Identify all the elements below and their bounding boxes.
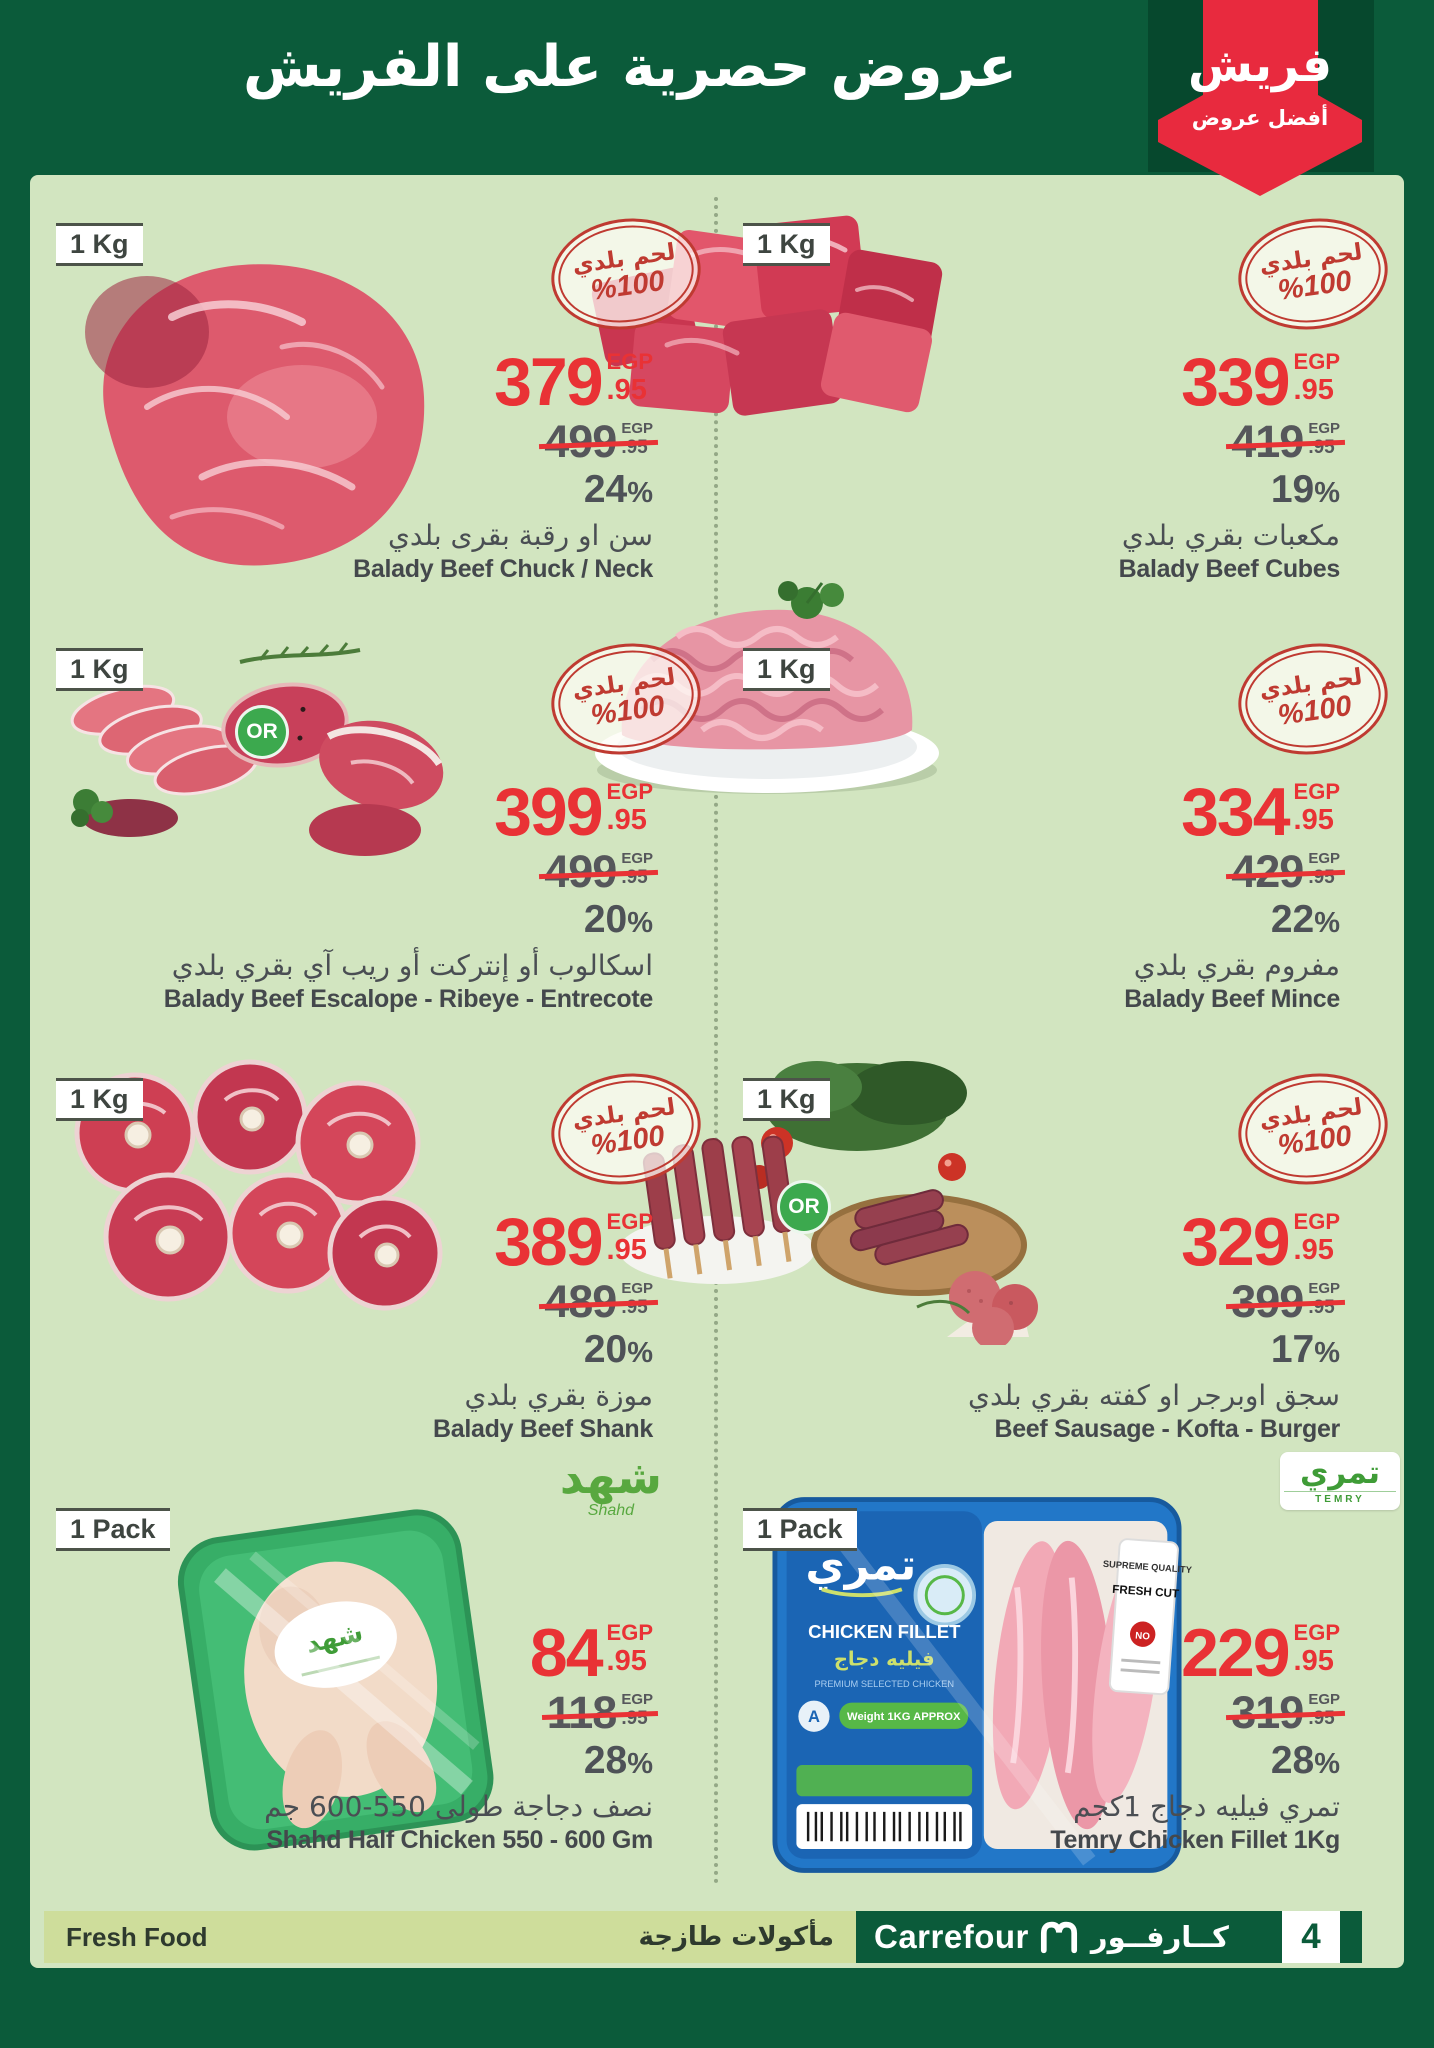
svg-text:FRESH CUT: FRESH CUT bbox=[1112, 1583, 1181, 1601]
or-badge: OR bbox=[777, 1180, 831, 1234]
unit-badge: 1 Kg bbox=[743, 648, 830, 691]
product-name-ar: مكعبات بقري بلدي bbox=[1121, 519, 1340, 552]
unit-badge: 1 Kg bbox=[743, 1078, 830, 1121]
product-card-beef-mince: 1 Kg لحم بلدي %100 334 EGP .95 bbox=[595, 581, 1404, 1030]
svg-text:فيليه دجاج: فيليه دجاج bbox=[834, 1647, 935, 1670]
product-name-en: Balady Beef Shank bbox=[433, 1415, 653, 1443]
product-card-beef-shank: 1 Kg لحم بلدي %100 bbox=[30, 1030, 717, 1460]
shahd-chicken-package-photo: شهد bbox=[177, 1509, 494, 1851]
discount-percent: 20% bbox=[583, 1328, 653, 1371]
unit-badge: 1 Kg bbox=[743, 223, 830, 266]
old-price: 489 EGP .95 bbox=[539, 1279, 659, 1324]
unit-badge: 1 Kg bbox=[56, 648, 143, 691]
product-name-ar: موزة بقري بلدي bbox=[464, 1379, 653, 1412]
footer-section-en: Fresh Food bbox=[66, 1921, 208, 1952]
svg-text:Weight 1KG APPROX: Weight 1KG APPROX bbox=[847, 1711, 961, 1723]
discount-percent: 19% bbox=[1270, 468, 1340, 511]
old-price: 118 EGP .95 bbox=[541, 1690, 659, 1735]
temry-brand-logo: تمري TEMRY bbox=[1280, 1452, 1400, 1510]
carrefour-wordmark-arabic: كــارفــور bbox=[1090, 1920, 1229, 1954]
footer-bar: Fresh Food مأكولات طازجة Carrefour كــار… bbox=[44, 1911, 1362, 1963]
current-price: 229 EGP .95 bbox=[1181, 1615, 1340, 1691]
unit-badge: 1 Pack bbox=[743, 1508, 857, 1551]
product-card-beef-chuck: 1 Kg لحم بلدي %100 379 EGP .95 bbox=[30, 175, 717, 600]
fresh-ribbon: فريش أفضل عروض bbox=[1150, 0, 1370, 205]
content-panel: 1 Kg لحم بلدي %100 379 EGP .95 bbox=[30, 175, 1404, 1968]
old-price: 499 EGP .95 bbox=[539, 849, 659, 894]
discount-percent: 20% bbox=[583, 898, 653, 941]
product-name-en: Balady Beef Cubes bbox=[1118, 555, 1341, 583]
balady-100-stamp-icon: لحم بلدي %100 bbox=[1231, 634, 1395, 764]
old-price: 499 EGP .95 bbox=[539, 419, 659, 464]
current-price: 399 EGP .95 bbox=[494, 774, 653, 850]
product-name-en: Beef Sausage - Kofta - Burger bbox=[994, 1415, 1340, 1443]
svg-text:A: A bbox=[808, 1707, 820, 1726]
page-number: 4 bbox=[1282, 1911, 1340, 1963]
unit-badge: 1 Kg bbox=[56, 223, 143, 266]
balady-100-stamp-icon: لحم بلدي %100 bbox=[1231, 1064, 1395, 1194]
unit-badge: 1 Pack bbox=[56, 1508, 170, 1551]
current-price: 329 EGP .95 bbox=[1181, 1204, 1340, 1280]
shahd-brand-logo: شهد Shahd bbox=[559, 1450, 662, 1519]
current-price: 379 EGP .95 bbox=[494, 344, 653, 420]
unit-badge: 1 Kg bbox=[56, 1078, 143, 1121]
product-name-ar: نصف دجاجة طولى 550-600 جم bbox=[264, 1790, 653, 1823]
column-divider bbox=[714, 197, 718, 1885]
svg-text:NO: NO bbox=[1135, 1631, 1151, 1643]
old-price: 429 EGP .95 bbox=[1226, 849, 1346, 894]
svg-text:CHICKEN FILLET: CHICKEN FILLET bbox=[808, 1621, 961, 1642]
product-card-temry-chicken-fillet: 1 Pack تمري TEMRY تمري CHICKEN FILLET في bbox=[717, 1452, 1404, 1905]
current-price: 339 EGP .95 bbox=[1181, 344, 1340, 420]
product-name-ar: اسكالوب أو إنتركت أو ريب آي بقري بلدي bbox=[171, 949, 653, 982]
product-name-ar: مفروم بقري بلدي bbox=[1133, 949, 1340, 982]
product-name-en: Temry Chicken Fillet 1Kg bbox=[1050, 1826, 1340, 1854]
current-price: 389 EGP .95 bbox=[494, 1204, 653, 1280]
discount-percent: 24% bbox=[583, 468, 653, 511]
discount-percent: 28% bbox=[1270, 1739, 1340, 1782]
product-name-ar: سجق اوبرجر او كفته بقري بلدي bbox=[968, 1379, 1340, 1412]
page-title: عروض حصرية على الفريش bbox=[243, 34, 1017, 100]
discount-percent: 22% bbox=[1270, 898, 1340, 941]
product-card-beef-cubes: 1 Kg لحم بلدي %100 339 EGP .95 bbox=[591, 175, 1404, 600]
old-price: 419 EGP .95 bbox=[1226, 419, 1346, 464]
product-name-en: Balady Beef Chuck / Neck bbox=[353, 555, 653, 583]
or-badge: OR bbox=[235, 705, 289, 759]
beef-shank-photo bbox=[74, 1059, 443, 1311]
product-name-ar: تمري فيليه دجاج 1كجم bbox=[1073, 1790, 1340, 1823]
old-price: 399 EGP .95 bbox=[1226, 1279, 1346, 1324]
balady-100-stamp-icon: لحم بلدي %100 bbox=[1231, 209, 1395, 339]
carrefour-wordmark: Carrefour bbox=[874, 1918, 1029, 1955]
footer-section-ar: مأكولات طازجة bbox=[638, 1922, 834, 1952]
footer-section-strip: Fresh Food مأكولات طازجة bbox=[44, 1911, 856, 1963]
ribbon-title: فريش bbox=[1187, 38, 1333, 93]
product-name-en: Shahd Half Chicken 550 - 600 Gm bbox=[266, 1826, 653, 1854]
product-name-ar: سن او رقبة بقرى بلدي bbox=[387, 519, 653, 552]
product-card-beef-escalope: 1 Kg لحم بلدي %100 bbox=[30, 600, 717, 1030]
product-card-shahd-half-chicken: 1 Pack شهد Shahd شهد bbox=[30, 1454, 717, 1905]
footer-brand-strip: Carrefour كــارفــور 4 bbox=[856, 1911, 1362, 1963]
current-price: 334 EGP .95 bbox=[1181, 774, 1340, 850]
current-price: 84 EGP .95 bbox=[529, 1615, 653, 1691]
discount-percent: 28% bbox=[583, 1739, 653, 1782]
old-price: 319 EGP .95 bbox=[1226, 1690, 1346, 1735]
majid-al-futtaim-m-icon bbox=[1037, 1918, 1081, 1956]
beef-chuck-photo bbox=[85, 264, 425, 566]
ribbon-subtitle: أفضل عروض bbox=[1191, 106, 1329, 130]
discount-percent: 17% bbox=[1270, 1328, 1340, 1371]
ribbon-arrow-icon bbox=[1158, 0, 1362, 196]
temry-fillet-package-photo: تمري CHICKEN FILLET فيليه دجاج PREMIUM S… bbox=[772, 1497, 1192, 1873]
product-name-en: Balady Beef Escalope - Ribeye - Entrecot… bbox=[163, 985, 654, 1013]
svg-text:PREMIUM SELECTED CHICKEN: PREMIUM SELECTED CHICKEN bbox=[814, 1679, 954, 1689]
product-name-en: Balady Beef Mince bbox=[1124, 985, 1340, 1013]
product-card-beef-sausage-kofta-burger: 1 Kg لحم بلدي %100 bbox=[619, 1030, 1404, 1460]
